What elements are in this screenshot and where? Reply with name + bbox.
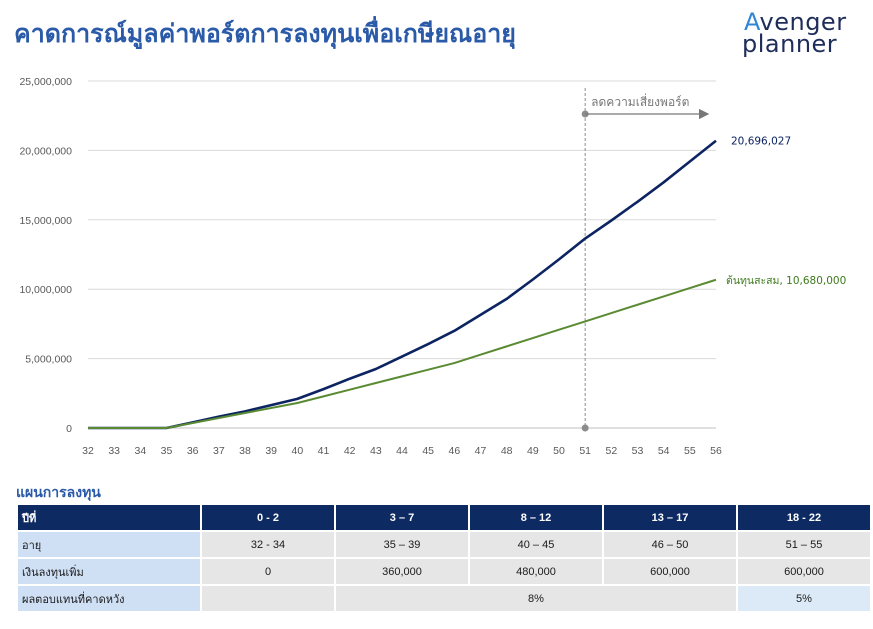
table-row-return: ผลตอบแทนที่คาดหวัง 8% 5%: [18, 586, 870, 613]
header-col: 13 – 17: [604, 505, 736, 532]
header-col: 18 - 22: [738, 505, 870, 532]
x-tick-label: 48: [501, 445, 513, 457]
plan-section-title: แผนการลงทุน: [16, 485, 101, 501]
table-cell: 480,000: [470, 559, 602, 586]
logo-word-planner: planner: [742, 30, 838, 58]
x-tick-label: 53: [632, 445, 644, 457]
y-tick-label: 10,000,000: [19, 284, 72, 296]
x-tick-label: 35: [161, 445, 173, 457]
table-row-invest: เงินลงทุนเพิ่ม 0 360,000 480,000 600,000…: [18, 559, 870, 586]
x-tick-label: 46: [448, 445, 460, 457]
annotation-label: ลดความเสี่ยงพอร์ต: [591, 93, 689, 109]
x-tick-label: 36: [187, 445, 199, 457]
x-tick-label: 47: [475, 445, 487, 457]
x-tick-label: 34: [134, 445, 146, 457]
table-cell: 51 – 55: [738, 532, 870, 559]
x-tick-label: 52: [605, 445, 617, 457]
table-cell-empty: [202, 586, 334, 613]
portfolio-value-line: [88, 139, 717, 430]
x-tick-label: 49: [527, 445, 539, 457]
table-cell-return-last: 5%: [738, 586, 870, 613]
table-row-age: อายุ 32 - 34 35 – 39 40 – 45 46 – 50 51 …: [18, 532, 870, 559]
header-col: 8 – 12: [470, 505, 602, 532]
x-tick-label: 43: [370, 445, 382, 457]
x-tick-label: 41: [318, 445, 330, 457]
x-tick-label: 39: [265, 445, 277, 457]
y-tick-label: 0: [66, 423, 72, 435]
table-cell-return-main: 8%: [336, 586, 736, 613]
x-tick-label: 42: [344, 445, 356, 457]
portfolio-end-label: 20,696,027: [731, 136, 791, 148]
x-tick-label: 50: [553, 445, 565, 457]
table-cell: 600,000: [604, 559, 736, 586]
x-tick-label: 44: [396, 445, 408, 457]
row-label-age: อายุ: [18, 532, 200, 559]
portfolio-chart: 0 5,000,000 10,000,000 15,000,000 20,000,000…: [19, 76, 846, 457]
cost-end-label: ต้นทุนสะสม, 10,680,000: [726, 275, 846, 287]
x-tick-label: 32: [82, 445, 94, 457]
y-tick-label: 15,000,000: [19, 215, 72, 227]
y-tick-label: 25,000,000: [19, 76, 72, 88]
header-year-label: ปีที่: [18, 505, 200, 532]
x-tick-label: 55: [684, 445, 696, 457]
row-label-invest: เงินลงทุนเพิ่ม: [18, 559, 200, 586]
y-tick-label: 5,000,000: [25, 354, 72, 366]
table-cell: 32 - 34: [202, 532, 334, 559]
table-cell: 35 – 39: [336, 532, 468, 559]
x-tick-label: 45: [422, 445, 434, 457]
page-title: คาดการณ์มูลค่าพอร์ตการลงทุนเพื่อเกษียณอา…: [14, 19, 516, 48]
x-tick-label: 40: [291, 445, 303, 457]
y-tick-label: 20,000,000: [19, 145, 72, 157]
x-tick-label: 33: [108, 445, 120, 457]
x-tick-label: 51: [579, 445, 591, 457]
investment-plan-table: ปีที่ 0 - 2 3 – 7 8 – 12 13 – 17 18 - 22…: [16, 505, 872, 613]
header-col: 0 - 2: [202, 505, 334, 532]
table-cell: 0: [202, 559, 334, 586]
accumulated-cost-line: [88, 278, 717, 429]
table-cell: 360,000: [336, 559, 468, 586]
table-cell: 46 – 50: [604, 532, 736, 559]
x-tick-label: 56: [710, 445, 722, 457]
header-col: 3 – 7: [336, 505, 468, 532]
avenger-planner-logo: Avenger planner: [742, 8, 862, 58]
logo-word-avenger: venger: [759, 8, 847, 36]
x-tick-label: 38: [239, 445, 251, 457]
table-cell: 600,000: [738, 559, 870, 586]
annotation-dot-bottom: [581, 424, 589, 432]
x-tick-label: 54: [658, 445, 670, 457]
logo-a: A: [744, 8, 760, 36]
table-header-row: ปีที่ 0 - 2 3 – 7 8 – 12 13 – 17 18 - 22: [18, 505, 870, 532]
table-cell: 40 – 45: [470, 532, 602, 559]
x-tick-label: 37: [213, 445, 225, 457]
row-label-return: ผลตอบแทนที่คาดหวัง: [18, 586, 200, 613]
